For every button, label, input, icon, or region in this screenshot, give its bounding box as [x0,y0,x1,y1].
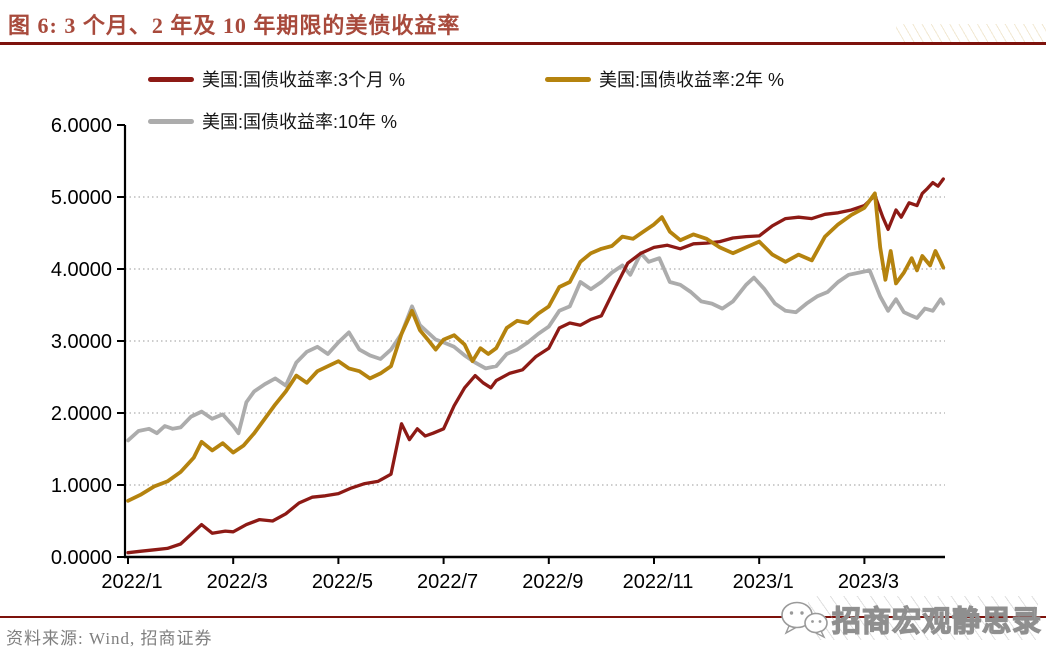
y-tick-label-0: 0.0000 [51,547,112,569]
source-note: 资料来源: Wind, 招商证券 [6,629,213,648]
y-tick-label-1: 1.0000 [51,475,112,497]
series-line-2y [126,191,946,503]
y-tick-label-3: 3.0000 [51,331,112,353]
title-underline [0,42,1046,45]
series-line-3m [126,177,945,555]
x-tick-label-2022/1: 2022/1 [101,571,162,593]
y-tick-label-6: 6.0000 [51,115,112,137]
legend-swatch-2y-icon [545,76,591,82]
y-tick-label-5: 5.0000 [51,187,112,209]
series-line-10y [126,251,946,443]
y-tick-label-2: 2.0000 [51,403,112,425]
x-tick-label-2022/11: 2022/11 [623,571,694,593]
chart-legend: 美国:国债收益率:3个月 % 美国:国债收益率:2年 % 美国:国债收益率:10… [148,58,908,142]
x-tick-label-2022/9: 2022/9 [522,571,583,593]
y-tick-label-4: 4.0000 [51,259,112,281]
brand-watermark: 招商宏观静思录 [778,592,1043,644]
legend-swatch-3m-icon [148,76,194,82]
legend-item-3m: 美国:国债收益率:3个月 % [148,66,545,92]
legend-label-2y: 美国:国债收益率:2年 % [599,70,785,90]
footer-rule [0,616,1046,618]
x-tick-label-2023/1: 2023/1 [733,571,794,593]
legend-label-10y: 美国:国债收益率:10年 % [202,112,398,132]
figure-title: 图 6: 3 个月、2 年及 10 年期限的美债收益率 [8,13,461,38]
legend-label-3m: 美国:国债收益率:3个月 % [202,70,406,90]
x-tick-label-2023/3: 2023/3 [838,571,899,593]
x-tick-label-2022/7: 2022/7 [417,571,478,593]
wechat-icon [781,601,828,639]
watermark-text: 招商宏观静思录 [831,605,1043,638]
legend-row-1: 美国:国债收益率:3个月 % 美国:国债收益率:2年 % [148,58,908,100]
x-tick-label-2022/5: 2022/5 [312,571,373,593]
corner-watermark-hatch [896,24,1046,42]
legend-row-2: 美国:国债收益率:10年 % [148,100,908,142]
x-tick-label-2022/3: 2022/3 [207,571,268,593]
legend-item-2y: 美国:国债收益率:2年 % [545,66,784,92]
legend-swatch-10y-icon [148,118,194,124]
legend-item-10y: 美国:国债收益率:10年 % [148,108,545,134]
watermark-hatch-pattern [808,596,1038,640]
